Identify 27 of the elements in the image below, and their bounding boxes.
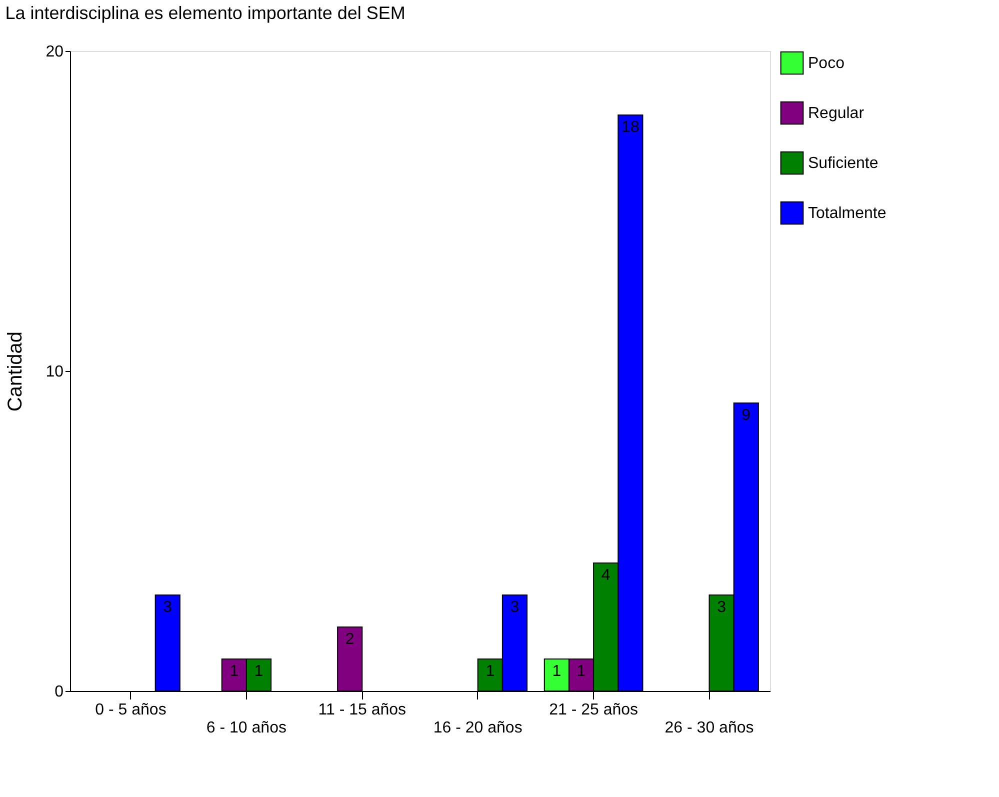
y-axis-title: Cantidad xyxy=(4,331,27,412)
data-label: 3 xyxy=(717,599,726,616)
x-tick-label: 16 - 20 años xyxy=(433,720,522,736)
legend-label: Totalmente xyxy=(808,205,886,222)
data-label: 3 xyxy=(510,599,520,616)
data-label: 1 xyxy=(576,663,586,680)
x-tick-label: 6 - 10 años xyxy=(206,720,286,736)
y-tick-label: 20 xyxy=(46,44,64,60)
data-label: 3 xyxy=(163,599,172,616)
x-tick-label: 26 - 30 años xyxy=(664,720,754,736)
data-label: 1 xyxy=(552,663,562,680)
y-tick-label: 0 xyxy=(54,684,64,700)
data-label: 1 xyxy=(486,663,495,680)
data-label: 1 xyxy=(230,663,239,680)
data-label: 9 xyxy=(742,407,751,424)
data-label: 4 xyxy=(601,567,610,584)
y-tick-label: 10 xyxy=(46,364,64,380)
x-tick-label: 11 - 15 años xyxy=(318,702,406,718)
x-tick-label: 0 - 5 años xyxy=(95,702,166,718)
legend-label: Poco xyxy=(808,55,845,72)
legend-label: Regular xyxy=(808,105,865,122)
data-label: 1 xyxy=(254,663,264,680)
chart-title: La interdisciplina es elemento importante del SEM xyxy=(5,3,406,23)
data-label: 2 xyxy=(345,631,354,648)
x-tick-label: 21 - 25 años xyxy=(549,702,638,718)
legend-label: Suficiente xyxy=(808,155,878,172)
data-label: 18 xyxy=(622,119,640,136)
